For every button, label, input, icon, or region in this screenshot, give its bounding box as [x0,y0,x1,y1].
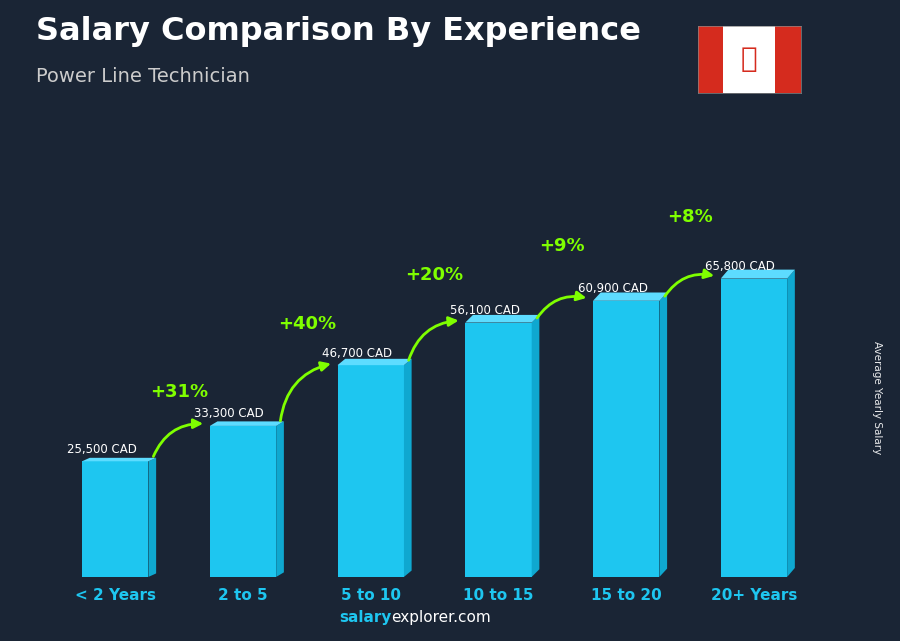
Polygon shape [210,421,284,426]
Text: +9%: +9% [539,237,585,256]
Polygon shape [338,365,404,577]
Text: 25,500 CAD: 25,500 CAD [67,443,137,456]
Text: +20%: +20% [406,266,464,284]
Polygon shape [148,458,156,577]
Text: 46,700 CAD: 46,700 CAD [322,347,392,360]
Bar [698,26,724,93]
Text: +40%: +40% [278,315,336,333]
Text: salary: salary [339,610,392,625]
Text: explorer.com: explorer.com [392,610,491,625]
Polygon shape [338,359,411,365]
Polygon shape [721,279,788,577]
Text: 56,100 CAD: 56,100 CAD [450,304,520,317]
Text: 65,800 CAD: 65,800 CAD [706,260,775,273]
Polygon shape [532,315,539,577]
Text: 🍁: 🍁 [741,46,758,73]
Polygon shape [788,270,795,577]
Polygon shape [465,315,539,322]
Text: Salary Comparison By Experience: Salary Comparison By Experience [36,16,641,47]
Polygon shape [404,359,411,577]
Polygon shape [82,462,148,577]
Polygon shape [276,421,284,577]
Text: +31%: +31% [150,383,208,401]
Text: 60,900 CAD: 60,900 CAD [578,282,648,296]
Text: Average Yearly Salary: Average Yearly Salary [872,341,883,454]
Bar [775,26,801,93]
Polygon shape [721,270,795,279]
Polygon shape [593,301,660,577]
Polygon shape [660,292,667,577]
Text: +8%: +8% [667,208,713,226]
Text: 33,300 CAD: 33,300 CAD [194,408,265,420]
Polygon shape [465,322,532,577]
Text: Power Line Technician: Power Line Technician [36,67,250,87]
Polygon shape [593,292,667,301]
Polygon shape [82,458,156,462]
Polygon shape [210,426,276,577]
